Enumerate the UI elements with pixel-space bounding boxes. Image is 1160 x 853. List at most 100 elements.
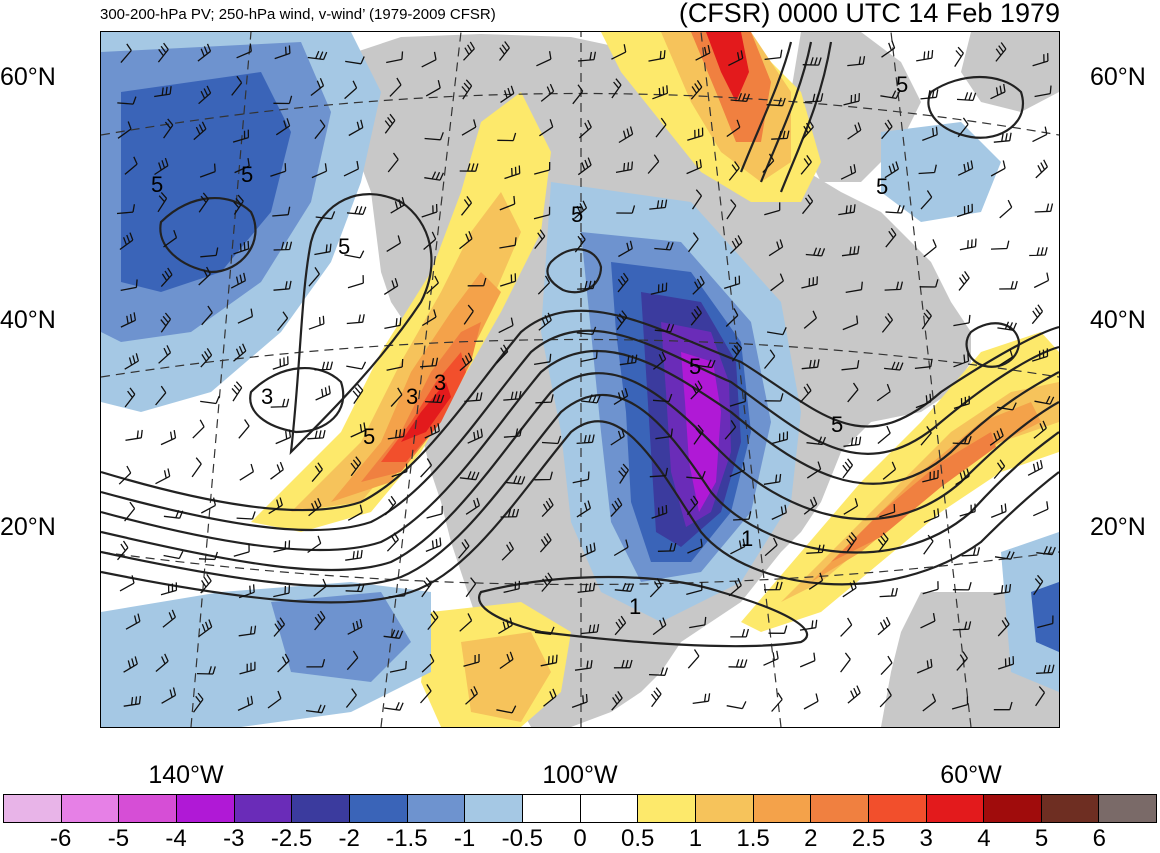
wind-barb xyxy=(191,457,202,478)
wind-barb xyxy=(543,688,557,707)
wind-barb xyxy=(384,701,404,711)
wind-barb xyxy=(192,692,204,713)
wind-barb xyxy=(541,572,553,592)
wind-barb xyxy=(163,510,184,519)
wind-barb xyxy=(1033,272,1050,289)
wind-barb xyxy=(425,80,441,97)
wind-barb xyxy=(803,310,817,329)
contour-label: 5 xyxy=(896,72,908,97)
wind-barb xyxy=(347,275,364,289)
wind-barb xyxy=(421,51,437,68)
colorbar-swatch xyxy=(465,795,523,822)
wind-barb xyxy=(613,388,629,405)
wind-barb xyxy=(345,583,365,593)
wind-barb xyxy=(384,113,396,134)
wind-barb xyxy=(730,92,751,103)
map-title: (CFSR) 0000 UTC 14 Feb 1979 xyxy=(678,0,1060,28)
colorbar-tick-label: 0 xyxy=(573,825,587,852)
wind-barb xyxy=(843,436,862,447)
wind-barb xyxy=(273,585,291,598)
wind-barb xyxy=(618,240,633,258)
wind-barb xyxy=(500,85,515,103)
wind-barb xyxy=(953,314,971,327)
wind-barb xyxy=(651,504,668,519)
wind-barb xyxy=(503,428,523,438)
wind-barb xyxy=(847,382,859,403)
colorbar-tick-label: -0.5 xyxy=(501,825,543,852)
wind-barb xyxy=(272,206,291,217)
wind-barb xyxy=(923,508,940,524)
wind-barb xyxy=(238,419,250,439)
wind-barb xyxy=(993,459,1006,479)
wind-barb xyxy=(465,686,478,705)
wind-barb xyxy=(200,395,220,405)
wind-barb xyxy=(997,321,1017,331)
wind-barb xyxy=(233,543,250,557)
wind-barb xyxy=(920,89,939,100)
wind-barb xyxy=(539,119,554,137)
wind-barb xyxy=(652,351,667,370)
wind-barb xyxy=(1035,159,1048,179)
wind-barb xyxy=(995,42,1007,62)
wind-barb xyxy=(847,122,862,140)
wind-barb xyxy=(763,581,783,591)
wind-barb xyxy=(801,194,814,215)
wind-barb xyxy=(842,458,854,479)
wind-barb xyxy=(655,428,673,440)
wind-barb xyxy=(990,503,1007,519)
wind-barb xyxy=(198,192,209,213)
wind-barb xyxy=(498,41,510,61)
wind-barb xyxy=(686,495,699,516)
wind-barb xyxy=(275,118,291,136)
wind-barb xyxy=(459,471,480,481)
wind-barb xyxy=(200,348,213,368)
wind-barb xyxy=(577,51,597,62)
wind-barb xyxy=(999,280,1018,290)
wind-barb xyxy=(993,132,1012,143)
wind-barb xyxy=(157,191,168,213)
wind-barb xyxy=(272,356,289,370)
wind-barb xyxy=(198,266,211,286)
wind-barb xyxy=(728,50,744,66)
wind-barb xyxy=(345,56,365,65)
wind-barb xyxy=(314,610,326,631)
wind-barb xyxy=(155,653,169,672)
wind-barb xyxy=(654,241,674,251)
wind-barb xyxy=(123,656,138,673)
colorbar-swatch xyxy=(407,795,466,822)
wind-barb xyxy=(162,609,176,628)
wind-barb xyxy=(729,235,743,254)
colorbar-swatch xyxy=(176,795,235,822)
wind-barb xyxy=(764,49,783,61)
wind-barb xyxy=(730,628,750,638)
wind-barb xyxy=(923,239,937,258)
wind-barb xyxy=(535,394,554,404)
wind-barb xyxy=(270,461,284,480)
wind-barb xyxy=(613,539,629,557)
wind-barb xyxy=(539,533,552,553)
wind-barb xyxy=(496,344,509,364)
pv-contours xyxy=(101,41,1059,648)
wind-barb xyxy=(460,196,473,216)
wind-barb xyxy=(805,247,826,257)
wind-barb xyxy=(123,695,142,707)
wind-barb xyxy=(465,577,477,598)
wind-barb xyxy=(421,309,437,327)
wind-barb xyxy=(345,688,357,708)
wind-barb xyxy=(951,696,969,710)
wind-barb xyxy=(576,326,597,336)
wind-barb xyxy=(154,86,172,98)
wind-barb xyxy=(802,119,814,140)
colorbar-tick-label: 2.5 xyxy=(851,825,886,852)
wind-barb xyxy=(999,199,1013,219)
wind-barb xyxy=(799,619,818,631)
wind-barb xyxy=(695,44,711,61)
wind-barb xyxy=(1031,304,1044,325)
wind-barb xyxy=(1033,574,1044,596)
wind-barb xyxy=(771,130,790,140)
wind-barb xyxy=(611,78,622,99)
wind-barb xyxy=(461,119,477,136)
wind-barb xyxy=(687,232,699,253)
colorbar-tick-label: 1.5 xyxy=(736,825,770,852)
wind-barb xyxy=(459,613,473,632)
